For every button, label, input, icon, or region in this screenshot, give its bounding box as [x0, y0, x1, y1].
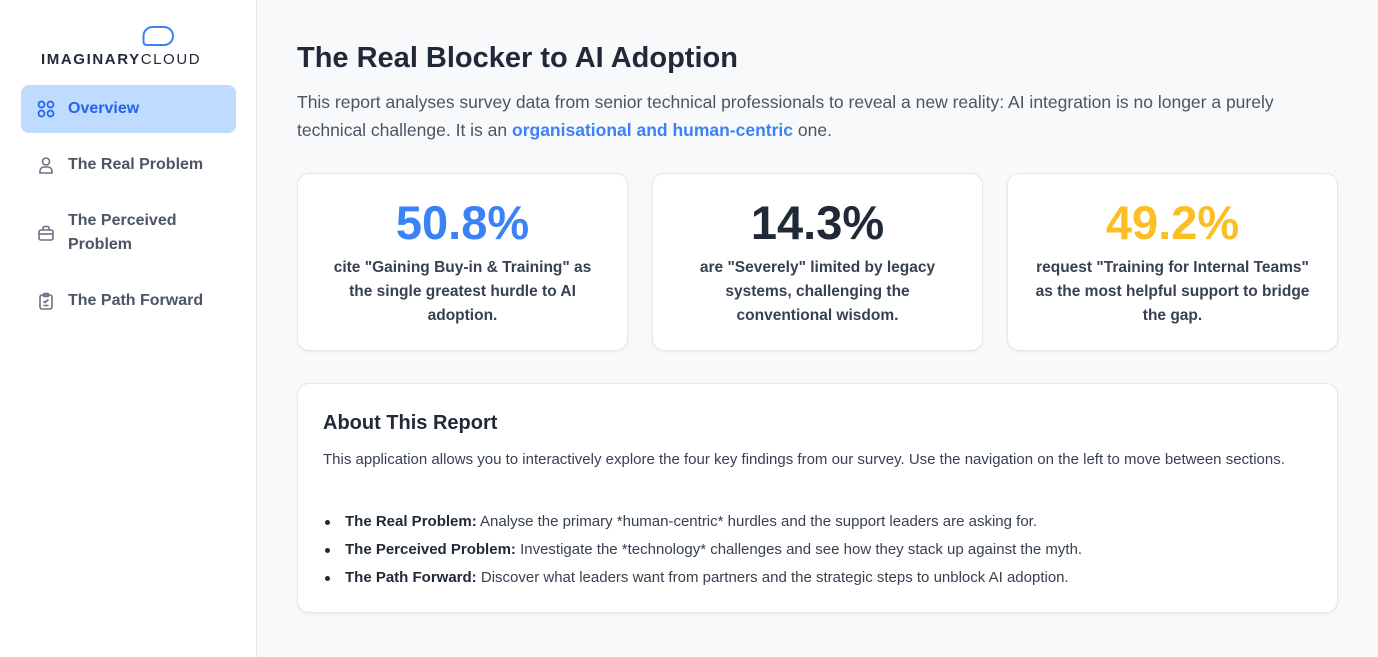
stat-description: request "Training for Internal Teams" as…	[1035, 259, 1310, 324]
about-description: This application allows you to interacti…	[323, 451, 1285, 468]
about-title: About This Report	[323, 412, 498, 434]
stat-card-buy-in: 50.8% cite "Gaining Buy-in & Training" a…	[297, 173, 628, 351]
stat-value: 49.2%	[1105, 196, 1240, 249]
user-icon	[36, 155, 56, 175]
cloud-bubble-icon	[142, 26, 174, 46]
findings-list: The Real Problem: Analyse the primary *h…	[323, 508, 1313, 592]
stat-card-legacy: 14.3% are "Severely" limited by legacy s…	[652, 173, 983, 351]
about-report-card: About This Report This application allow…	[297, 383, 1338, 613]
sidebar-item-perceived-problem[interactable]: The Perceived Problem	[21, 197, 236, 269]
sidebar-nav: Overview The Real Problem The Perceived …	[21, 85, 236, 310]
sidebar-item-real-problem[interactable]: The Real Problem	[21, 141, 236, 189]
list-item: The Path Forward: Discover what leaders …	[323, 564, 1313, 592]
stat-card-training: 49.2% request "Training for Internal Tea…	[1007, 173, 1338, 351]
sidebar: IMAGINARYCLOUD Overview The Real Problem…	[0, 0, 257, 657]
clipboard-icon	[36, 291, 56, 311]
stat-value: 14.3%	[750, 196, 885, 249]
intro-highlight: organisational and human-centric	[512, 120, 794, 140]
sidebar-item-overview[interactable]: Overview	[21, 85, 236, 133]
page-title: The Real Blocker to AI Adoption	[297, 42, 738, 74]
briefcase-icon	[36, 223, 56, 243]
sidebar-item-label: The Real Problem	[68, 156, 204, 173]
grid-icon	[36, 99, 56, 119]
sidebar-item-label: Overview	[68, 100, 140, 117]
sidebar-item-path-forward[interactable]: The Path Forward	[21, 277, 236, 325]
list-item: The Perceived Problem: Investigate the *…	[323, 536, 1313, 564]
stat-value: 50.8%	[395, 196, 530, 249]
stat-description: are "Severely" limited by legacy systems…	[699, 259, 936, 324]
imaginary-cloud-logo[interactable]: IMAGINARYCLOUD	[41, 26, 201, 70]
stat-description: cite "Gaining Buy-in & Training" as the …	[333, 259, 592, 324]
sidebar-item-label: The Perceived Problem	[68, 212, 177, 253]
sidebar-item-label: The Path Forward	[68, 292, 204, 309]
logo-text: IMAGINARYCLOUD	[41, 51, 202, 68]
intro-paragraph: This report analyses survey data from se…	[297, 92, 1274, 140]
list-item: The Real Problem: Analyse the primary *h…	[323, 508, 1313, 536]
